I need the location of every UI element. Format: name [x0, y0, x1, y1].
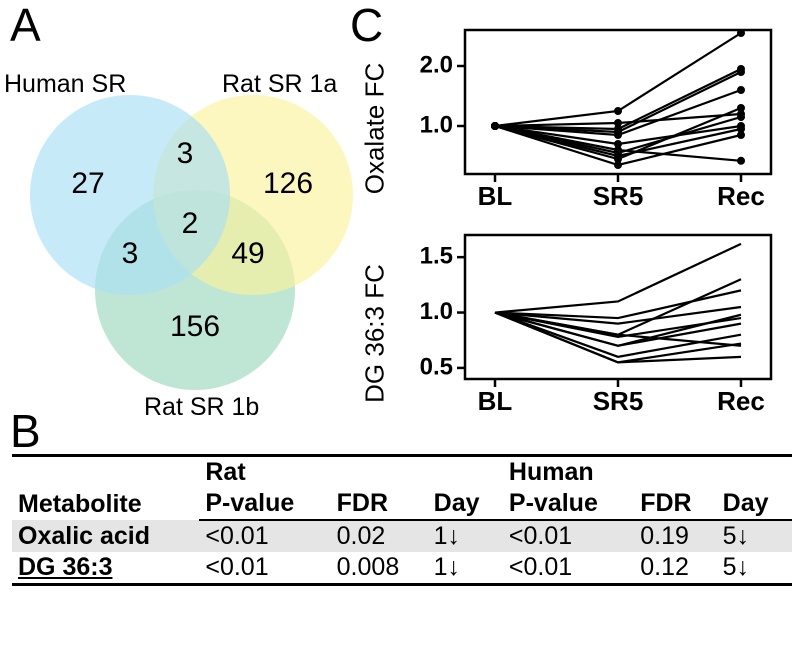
cell-metabolite: DG 36:3	[12, 552, 199, 585]
venn-label-ratSR1b: Rat SR 1b	[144, 393, 259, 421]
series-line	[495, 290, 741, 318]
cell-rat-p: <0.01	[199, 520, 330, 552]
series-marker	[738, 132, 745, 139]
series-marker	[738, 69, 745, 76]
series-marker	[615, 162, 622, 169]
venn-count-1: 3	[177, 137, 194, 170]
th-sub: FDR	[331, 488, 428, 520]
ytick-label: 1.5	[420, 242, 453, 269]
series-marker	[738, 157, 745, 164]
down-arrow-icon: ↓	[448, 553, 461, 582]
th-sub: Day	[428, 488, 503, 520]
xtick-label: Rec	[717, 181, 765, 211]
venn-diagram: Human SRRat SR 1aRat SR 1b2731263249156	[0, 30, 380, 380]
ytick-label: 1.0	[420, 298, 453, 325]
th-human: Human	[503, 456, 634, 489]
venn-count-6: 156	[170, 310, 220, 343]
ytick-label: 2.0	[420, 51, 453, 78]
panel-label-b: B	[10, 408, 41, 454]
cell-human-day: 5↓	[717, 520, 792, 552]
series-marker	[615, 147, 622, 154]
cell-rat-p: <0.01	[199, 552, 330, 585]
cell-human-p: <0.01	[503, 520, 634, 552]
cell-rat-fdr: 0.02	[331, 520, 428, 552]
ylabel-bottom: DG 36:3 FC	[360, 264, 391, 403]
xtick-label: SR5	[593, 386, 644, 416]
series-marker	[492, 123, 499, 130]
series-marker	[738, 87, 745, 94]
metabolite-table: MetaboliteRatHumanP-valueFDRDayP-valueFD…	[12, 454, 792, 586]
xtick-label: SR5	[593, 181, 644, 211]
th-sub: Day	[717, 488, 792, 520]
xtick-label: Rec	[717, 386, 765, 416]
venn-count-4: 2	[182, 207, 199, 240]
lineplots: Oxalate FC 1.02.0BLSR5Rec DG 36:3 FC 0.5…	[385, 8, 795, 428]
venn-label-humanSR: Human SR	[4, 70, 126, 98]
series-marker	[738, 114, 745, 121]
series-marker	[738, 105, 745, 112]
xtick-label: BL	[478, 181, 513, 211]
ytick-label: 1.0	[420, 111, 453, 138]
th-rat: Rat	[199, 456, 330, 489]
cell-rat-day: 1↓	[428, 520, 503, 552]
figure-root: A B C Human SRRat SR 1aRat SR 1b27312632…	[0, 0, 802, 650]
down-arrow-icon: ↓	[737, 553, 750, 582]
cell-human-p: <0.01	[503, 552, 634, 585]
venn-count-2: 126	[263, 167, 313, 200]
th-sub: FDR	[634, 488, 716, 520]
series-marker	[738, 30, 745, 37]
cell-human-fdr: 0.12	[634, 552, 716, 585]
down-arrow-icon: ↓	[737, 522, 750, 551]
series-marker	[615, 108, 622, 115]
series-line	[495, 244, 741, 313]
cell-metabolite: Oxalic acid	[12, 520, 199, 552]
venn-count-3: 3	[122, 237, 139, 270]
ytick-label: 0.5	[420, 353, 453, 380]
cell-human-fdr: 0.19	[634, 520, 716, 552]
venn-count-0: 27	[71, 167, 104, 200]
cell-rat-day: 1↓	[428, 552, 503, 585]
th-sub: P-value	[199, 488, 330, 520]
series-marker	[615, 120, 622, 127]
th-sub: P-value	[503, 488, 634, 520]
venn-label-ratSR1a: Rat SR 1a	[222, 70, 337, 98]
series-marker	[615, 132, 622, 139]
xtick-label: BL	[478, 386, 513, 416]
venn-count-5: 49	[231, 237, 264, 270]
th-metabolite: Metabolite	[12, 456, 199, 521]
down-arrow-icon: ↓	[448, 522, 461, 551]
ylabel-top: Oxalate FC	[360, 63, 391, 195]
cell-rat-fdr: 0.008	[331, 552, 428, 585]
cell-human-day: 5↓	[717, 552, 792, 585]
